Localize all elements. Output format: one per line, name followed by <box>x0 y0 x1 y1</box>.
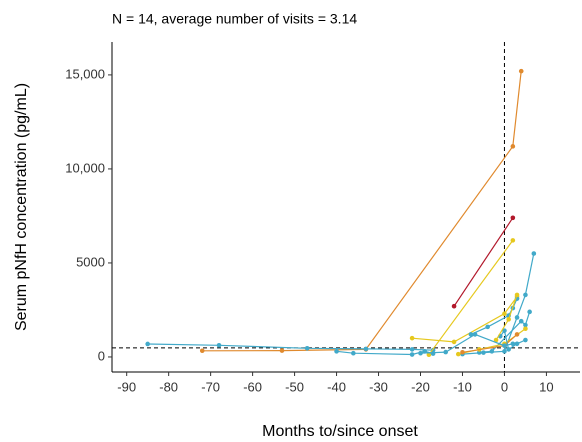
data-point <box>199 348 205 354</box>
x-tick-label: -90 <box>117 379 136 394</box>
data-point <box>489 349 495 354</box>
series-line <box>147 343 434 351</box>
x-tick-label: -10 <box>453 379 472 394</box>
series-line <box>462 253 535 355</box>
x-tick-label: -60 <box>243 379 262 394</box>
data-point <box>502 349 507 354</box>
data-point <box>514 292 520 298</box>
data-point <box>523 326 528 332</box>
data-point <box>510 144 516 149</box>
data-point <box>510 215 516 221</box>
x-tick-label: 0 <box>501 379 508 394</box>
data-point <box>531 251 537 256</box>
x-tick-label: -80 <box>159 379 178 394</box>
data-point <box>426 352 432 358</box>
data-point <box>502 343 507 348</box>
data-point <box>510 238 516 243</box>
data-point <box>506 317 511 322</box>
data-point <box>409 347 415 352</box>
data-point <box>468 332 474 337</box>
data-point <box>409 352 415 357</box>
x-tick-label: -70 <box>201 379 220 394</box>
data-point <box>451 339 457 345</box>
data-point <box>334 349 339 354</box>
chart-title: N = 14, average number of visits = 3.14 <box>112 11 357 27</box>
x-axis-title: Months to/since onset <box>262 423 418 440</box>
y-tick-label: 10,000 <box>65 160 105 175</box>
data-point <box>514 332 520 337</box>
data-point <box>514 341 520 347</box>
data-point <box>514 315 520 320</box>
data-point <box>351 350 356 356</box>
data-point <box>502 311 507 317</box>
series-line <box>412 296 518 343</box>
data-point <box>523 292 528 298</box>
data-point <box>418 350 423 356</box>
series-line <box>428 240 514 356</box>
y-tick-label: 15,000 <box>65 66 105 81</box>
data-point <box>502 328 507 333</box>
data-point <box>455 351 461 357</box>
data-point <box>443 349 448 355</box>
data-point <box>363 346 369 352</box>
x-tick-label: -20 <box>411 379 430 394</box>
data-point <box>304 346 310 351</box>
data-point <box>523 322 528 328</box>
data-point <box>493 337 499 343</box>
x-tick-label: -50 <box>285 379 304 394</box>
data-point <box>460 349 465 355</box>
data-point <box>510 341 516 347</box>
data-point <box>451 303 457 309</box>
data-point <box>472 332 478 337</box>
data-point <box>216 342 222 348</box>
x-tick-label: -30 <box>369 379 388 394</box>
data-point <box>430 351 436 356</box>
y-axis-title: Serum pNfH concentration (pg/mL) <box>13 83 30 331</box>
x-tick-label: 10 <box>539 379 553 394</box>
y-tick-label: 0 <box>98 348 105 363</box>
series-line <box>453 217 514 307</box>
series-line <box>202 71 522 352</box>
y-tick-label: 5000 <box>76 254 105 269</box>
data-point <box>409 335 415 341</box>
data-point <box>527 309 532 315</box>
data-point <box>523 337 528 343</box>
data-point <box>279 348 285 353</box>
x-tick-label: -40 <box>327 379 346 394</box>
data-point <box>506 347 511 352</box>
data-point <box>518 68 524 74</box>
data-point <box>145 341 150 347</box>
data-point <box>485 324 490 330</box>
data-point <box>518 318 524 324</box>
